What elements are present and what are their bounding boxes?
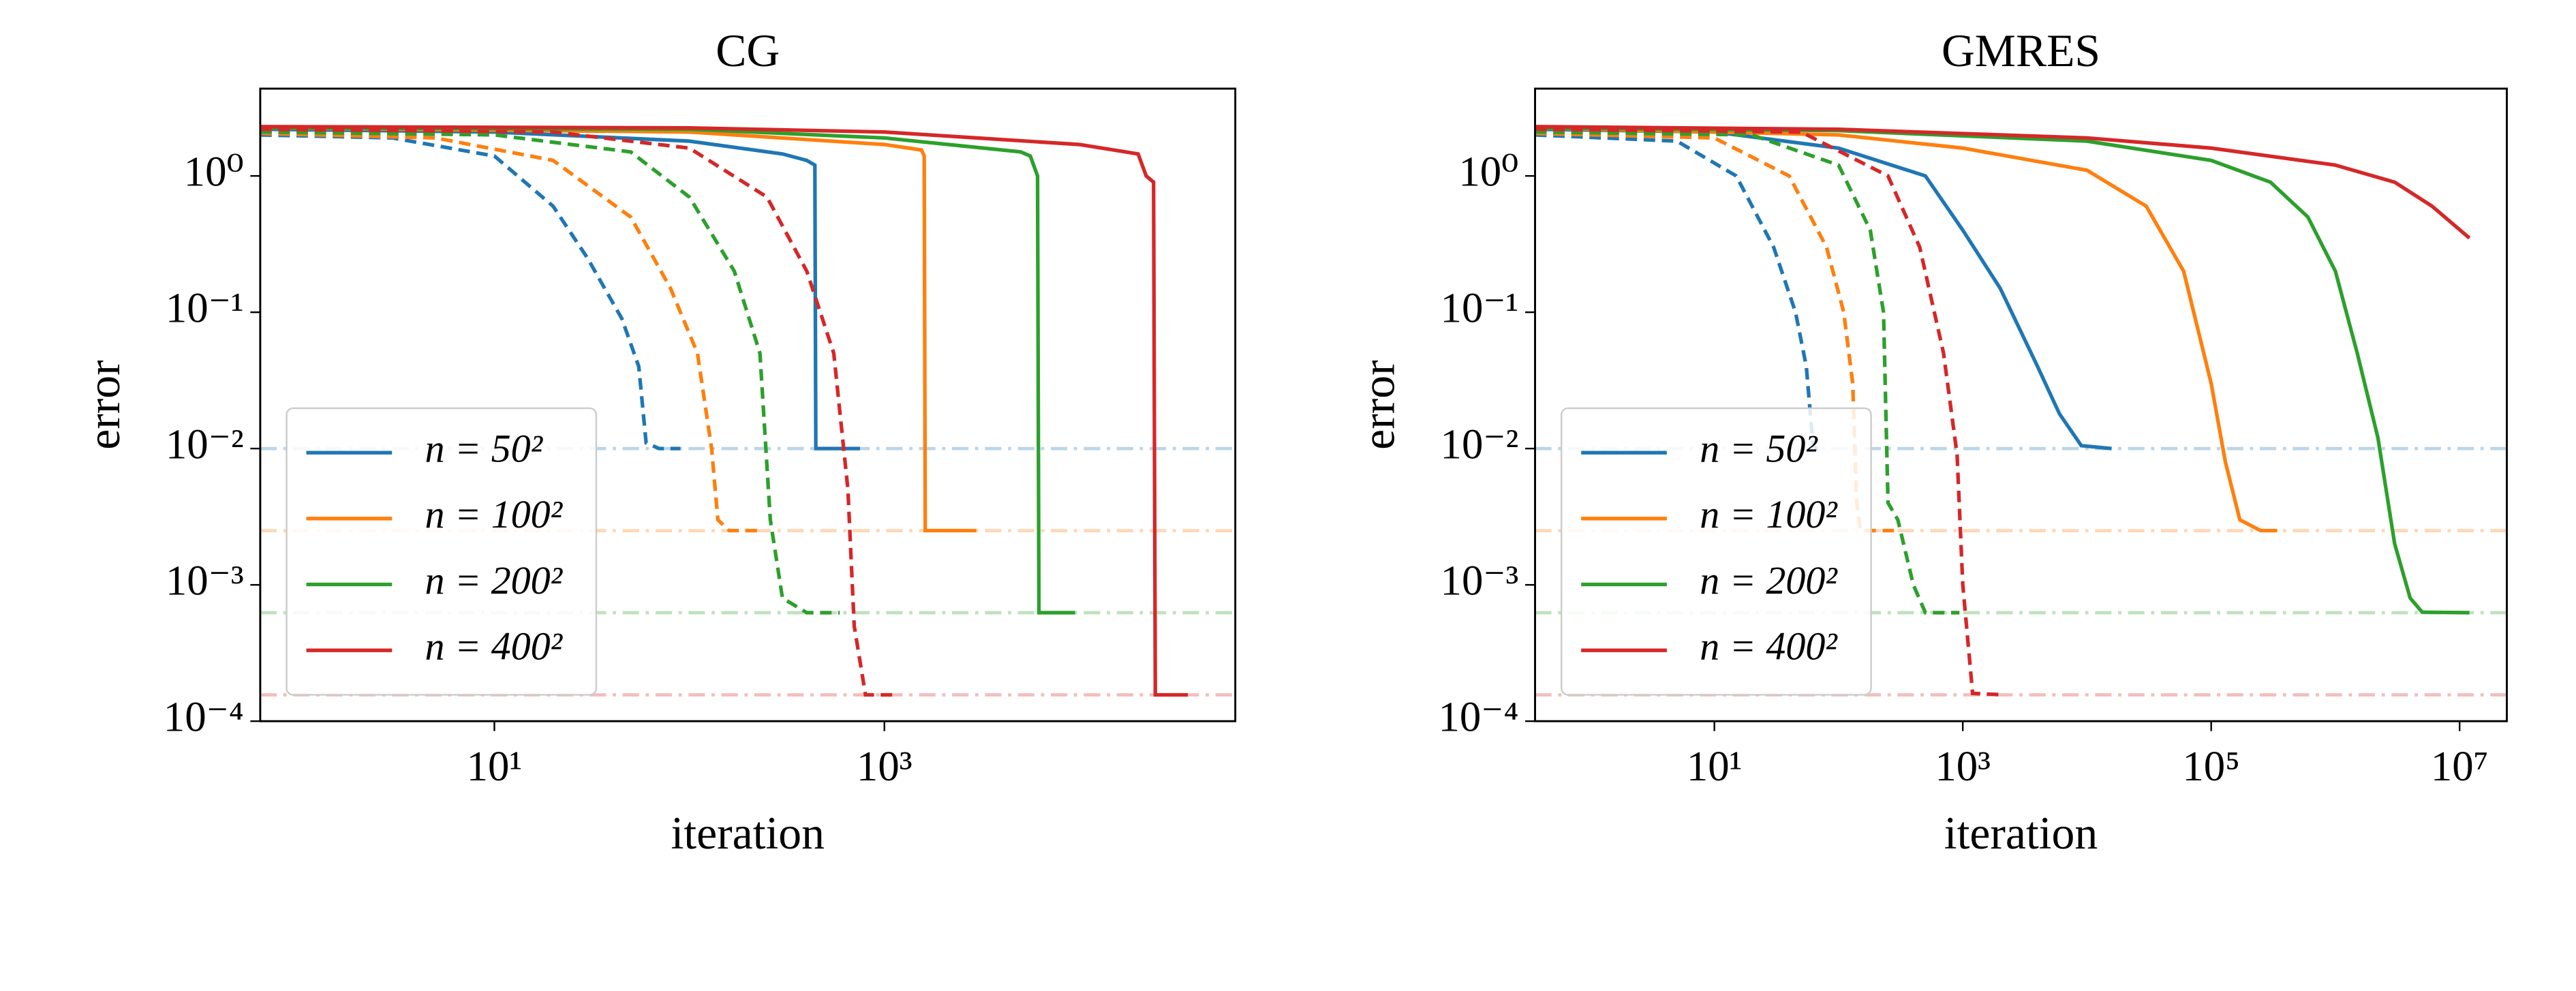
plot-frame [1534,87,2508,722]
x-tick-label: 10⁷ [2431,742,2489,790]
series-line [260,125,1189,697]
x-tick-label: 10⁵ [2182,742,2240,790]
legend-label: n = 400² [1700,624,1838,668]
legend-box [286,407,598,696]
x-tick-label: 10¹ [467,742,523,790]
y-axis-label: error [78,360,129,449]
series-line [1535,133,1820,451]
series-line [1535,126,2278,533]
legend-label: n = 100² [425,492,564,536]
series-line [1535,125,2471,240]
y-tick-label: 10⁻¹ [166,284,244,332]
series-line [260,127,861,451]
y-axis-label: error [1353,360,1405,449]
legend-label: n = 400² [425,624,564,668]
legend-label: n = 50² [425,426,544,470]
y-tick-label: 10⁰ [1458,148,1518,196]
series-line [1535,127,2004,697]
y-tick-label: 10⁻² [1441,421,1519,468]
legend-box [1560,407,1872,696]
legend-label: n = 200² [425,558,564,603]
series-line [260,130,840,615]
legend-label: n = 50² [1700,426,1818,470]
y-tick-label: 10⁰ [184,148,244,196]
y-tick-label: 10⁻³ [1441,557,1519,605]
series-line [260,133,681,451]
y-tick-label: 10⁻⁴ [164,693,244,741]
x-tick-label: 10¹ [1687,742,1743,790]
chart-title: CG [716,25,780,76]
x-tick-label: 10³ [857,742,913,790]
series-line [260,126,977,533]
x-tick-label: 10³ [1935,742,1991,790]
legend-label: n = 100² [1700,492,1838,536]
series-line [1535,126,2470,615]
series-line [1535,130,1960,615]
y-tick-label: 10⁻³ [166,557,244,605]
series-line [260,132,758,533]
x-axis-label: iteration [671,808,825,859]
plot-area [260,125,1236,697]
y-tick-label: 10⁻¹ [1441,284,1519,332]
series-line [260,126,1075,615]
y-tick-label: 10⁻² [166,421,244,468]
series-line [1535,127,2112,451]
x-axis-label: iteration [1944,808,2098,859]
legend-label: n = 200² [1700,558,1838,603]
plot-frame [259,87,1237,722]
chart-title: GMRES [1942,25,2100,76]
series-line [260,127,898,697]
y-tick-label: 10⁻⁴ [1438,693,1518,741]
